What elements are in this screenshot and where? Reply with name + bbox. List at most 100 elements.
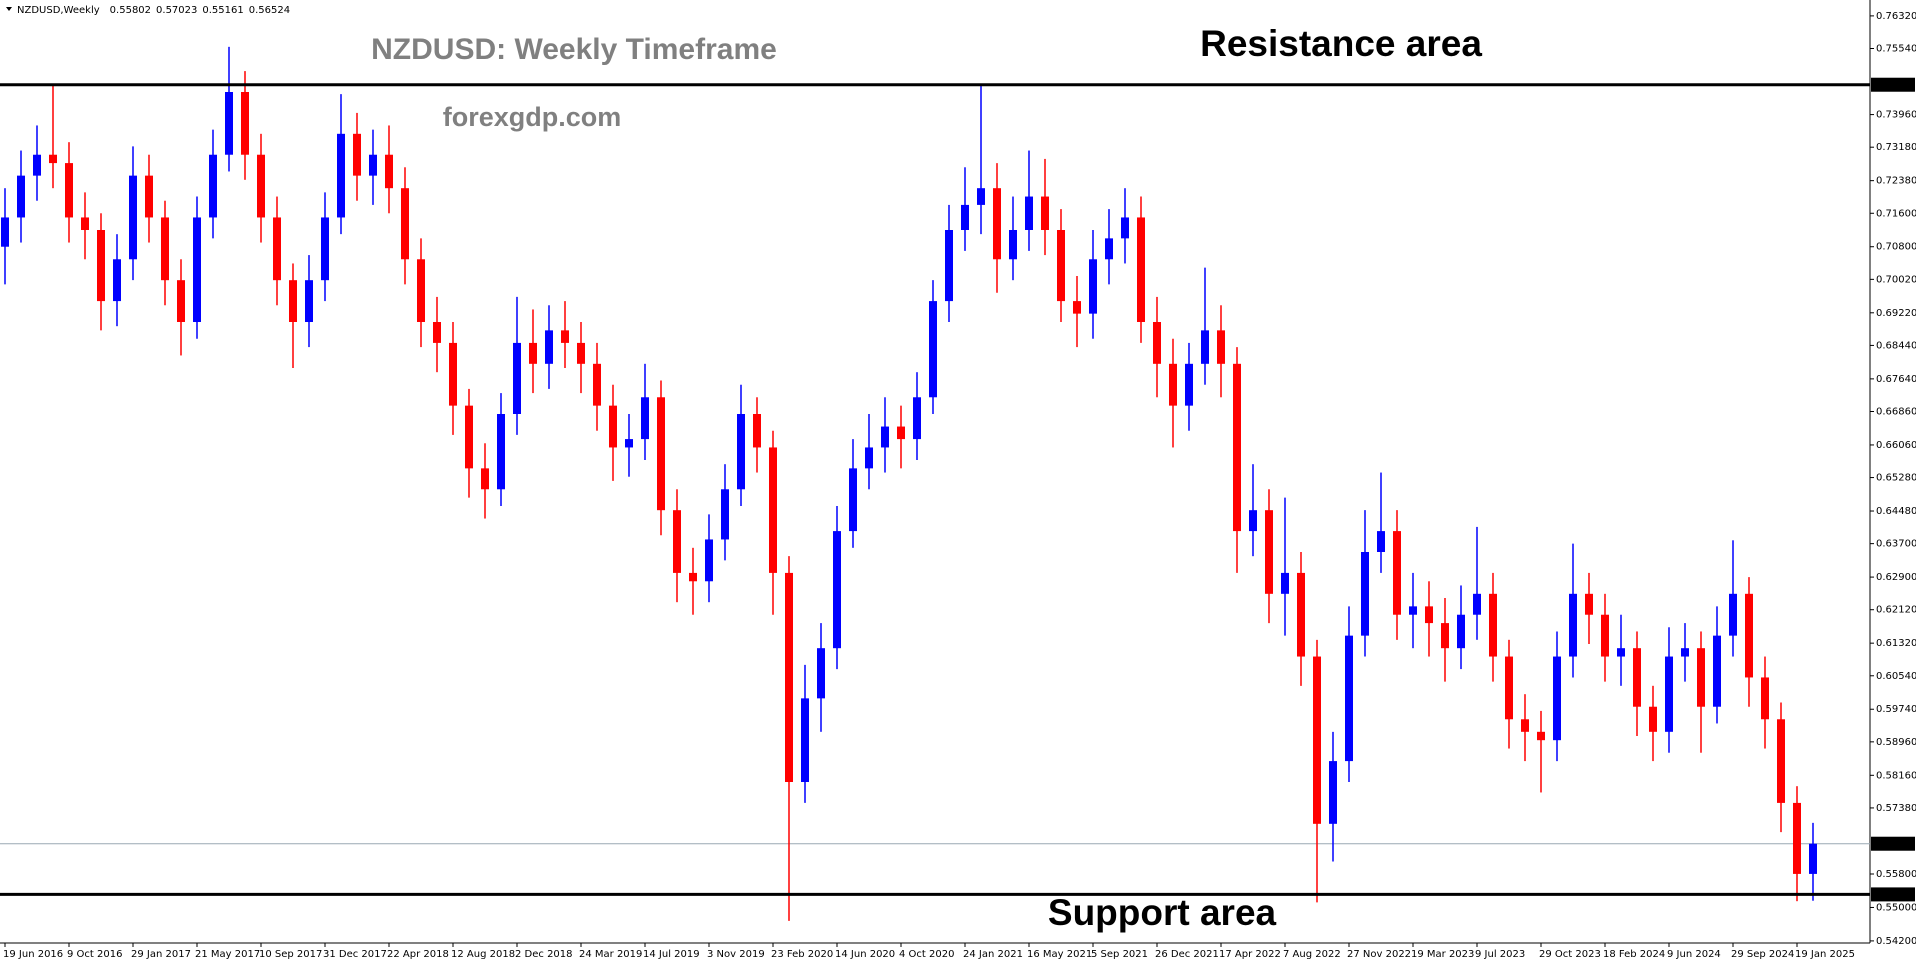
candle-body xyxy=(33,154,41,176)
level-tag xyxy=(1871,77,1915,92)
candle-body xyxy=(1761,677,1769,720)
candle-body xyxy=(865,447,873,469)
resistance-annotation: Resistance area xyxy=(1200,23,1482,64)
y-tick-label: 0.67640 xyxy=(1876,374,1916,385)
last-high: 0.57023 xyxy=(156,5,197,16)
candle-body xyxy=(977,188,985,205)
x-tick-label: 7 Aug 2022 xyxy=(1283,949,1341,960)
y-tick-label: 0.72380 xyxy=(1876,176,1916,187)
candle-body xyxy=(1121,217,1129,239)
candle-body xyxy=(1201,330,1209,364)
candle-body xyxy=(193,217,201,322)
candle-body xyxy=(657,397,665,511)
candle-body xyxy=(705,539,713,582)
candle-body xyxy=(545,330,553,364)
y-tick-label: 0.68440 xyxy=(1876,340,1916,351)
x-tick-label: 19 Mar 2023 xyxy=(1411,949,1474,960)
support-annotation: Support area xyxy=(1048,892,1277,933)
candle-body xyxy=(113,259,121,302)
candle-body xyxy=(1441,623,1449,649)
y-tick-label: 0.62120 xyxy=(1876,605,1916,616)
candle-body xyxy=(1297,572,1305,657)
candle-body xyxy=(1681,648,1689,657)
candle-body xyxy=(97,230,105,302)
candle-body xyxy=(673,510,681,573)
candle-body xyxy=(209,154,217,218)
price-tag xyxy=(1871,836,1915,851)
candle-body xyxy=(1409,606,1417,615)
candle-body xyxy=(1601,614,1609,657)
candle-body xyxy=(1009,230,1017,260)
candle-body xyxy=(1617,648,1625,657)
chart-header: NZDUSD,Weekly 0.55802 0.57023 0.55161 0.5652… xyxy=(17,5,290,16)
candle-body xyxy=(1249,510,1257,532)
candle-body xyxy=(161,217,169,281)
candle-body xyxy=(465,405,473,469)
y-tick-label: 0.54200 xyxy=(1876,936,1916,947)
last-close: 0.56524 xyxy=(249,5,290,16)
y-tick-label: 0.75540 xyxy=(1876,44,1916,55)
candle-body xyxy=(1633,648,1641,707)
candle-body xyxy=(1329,761,1337,824)
y-tick-label: 0.73180 xyxy=(1876,142,1916,153)
level-label: 0.55312 xyxy=(1874,889,1915,900)
candle-body xyxy=(1553,656,1561,741)
candle-body xyxy=(1265,510,1273,594)
y-tick-label: 0.71600 xyxy=(1876,208,1916,219)
y-tick-label: 0.55000 xyxy=(1876,902,1916,913)
candle-body xyxy=(289,280,297,322)
candle-body xyxy=(17,175,25,218)
x-tick-label: 29 Oct 2023 xyxy=(1539,949,1601,960)
candle-body xyxy=(449,342,457,406)
candle-body xyxy=(961,204,969,230)
y-tick-label: 0.55800 xyxy=(1876,869,1916,880)
candle-body xyxy=(1073,301,1081,314)
candle-body xyxy=(1041,196,1049,230)
candle-body xyxy=(1377,531,1385,552)
candle-body xyxy=(257,154,265,218)
candle-body xyxy=(241,92,249,155)
y-tick-label: 0.66060 xyxy=(1876,440,1916,451)
x-tick-label: 12 Aug 2018 xyxy=(451,949,515,960)
x-tick-label: 24 Mar 2019 xyxy=(579,949,642,960)
candle-body xyxy=(305,280,313,322)
x-tick-label: 29 Jan 2017 xyxy=(131,949,191,960)
candle-body xyxy=(1649,706,1657,732)
candle-body xyxy=(881,426,889,448)
candle-body xyxy=(1185,363,1193,406)
candle-body xyxy=(1697,648,1705,707)
last-low: 0.55161 xyxy=(202,5,243,16)
candle-body xyxy=(401,188,409,260)
y-tick-label: 0.69220 xyxy=(1876,308,1916,319)
candle-body xyxy=(1489,593,1497,657)
x-tick-label: 5 Sep 2021 xyxy=(1091,949,1148,960)
candle-body xyxy=(225,92,233,155)
candle-body xyxy=(593,363,601,406)
level-tag xyxy=(1871,887,1915,902)
candle-body xyxy=(1137,217,1145,322)
y-tick-label: 0.64480 xyxy=(1876,506,1916,517)
x-tick-label: 9 Oct 2016 xyxy=(67,949,122,960)
candle-body xyxy=(689,572,697,582)
candle-body xyxy=(625,439,633,448)
x-tick-label: 2 Dec 2018 xyxy=(515,949,573,960)
candle-body xyxy=(497,414,505,490)
candle-body xyxy=(1521,719,1529,732)
x-tick-label: 18 Feb 2024 xyxy=(1603,949,1665,960)
candle-body xyxy=(1345,635,1353,762)
menu-arrow[interactable] xyxy=(6,7,12,11)
candle-body xyxy=(353,133,361,176)
candle-body xyxy=(1169,363,1177,406)
x-tick-label: 14 Jul 2019 xyxy=(643,949,700,960)
candle-body xyxy=(801,698,809,782)
x-tick-label: 19 Jun 2016 xyxy=(3,949,63,960)
candle-body xyxy=(81,217,89,230)
candle-body xyxy=(849,468,857,532)
x-tick-label: 26 Dec 2021 xyxy=(1155,949,1219,960)
y-tick-label: 0.70800 xyxy=(1876,242,1916,253)
candle-body xyxy=(1665,656,1673,732)
candle-body xyxy=(1,217,9,247)
candle-body xyxy=(273,217,281,281)
y-tick-label: 0.62900 xyxy=(1876,572,1916,583)
